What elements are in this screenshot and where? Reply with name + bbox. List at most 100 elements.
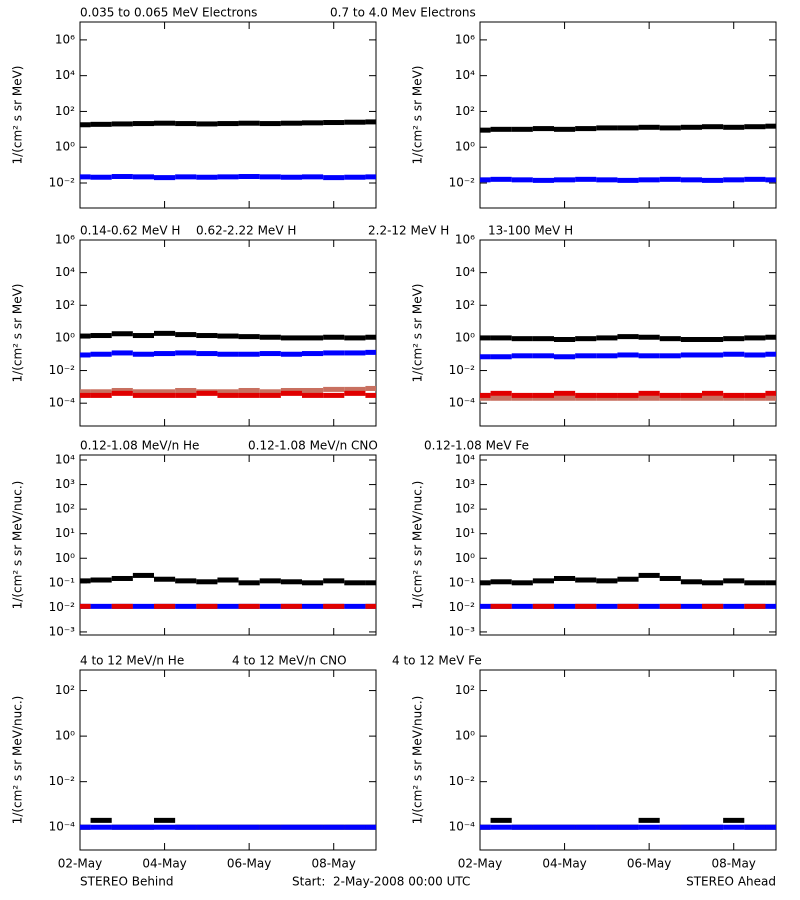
data-point <box>259 174 281 180</box>
data-point <box>365 392 376 398</box>
data-point <box>154 824 176 830</box>
data-point <box>175 332 197 338</box>
x-tick-label: 02-May <box>458 857 502 871</box>
data-point <box>575 603 597 609</box>
data-point <box>490 395 512 401</box>
data-point <box>154 330 176 336</box>
data-point <box>323 392 345 398</box>
data-point <box>617 125 639 131</box>
y-tick-label: 10⁻² <box>449 363 476 377</box>
data-point <box>259 578 281 584</box>
data-point <box>259 389 281 395</box>
legend-label: 0.12-1.08 MeV Fe <box>424 439 529 453</box>
data-point <box>111 121 133 127</box>
data-point <box>217 603 239 609</box>
data-point <box>365 385 376 391</box>
data-point <box>259 351 281 357</box>
data-point <box>480 580 491 586</box>
data-point <box>175 578 197 584</box>
data-point <box>217 333 239 339</box>
data-point <box>90 392 112 398</box>
y-tick-label: 10⁻¹ <box>49 575 76 589</box>
y-tick-label: 10⁶ <box>55 233 75 247</box>
data-point <box>238 580 260 586</box>
data-point <box>723 395 745 401</box>
data-point <box>617 352 639 358</box>
data-point <box>90 817 112 823</box>
data-point <box>302 824 324 830</box>
data-point <box>132 389 154 395</box>
data-point <box>154 392 176 398</box>
data-point <box>532 392 554 398</box>
legend-label: 0.7 to 4.0 Mev Electrons <box>330 6 476 20</box>
data-point <box>344 335 366 341</box>
y-tick-label: 10² <box>55 298 75 312</box>
data-point <box>532 336 554 342</box>
y-tick-label: 10² <box>55 683 75 697</box>
data-point <box>680 824 702 830</box>
data-point <box>344 824 366 830</box>
data-point <box>659 575 681 581</box>
data-point <box>765 390 776 396</box>
data-point <box>575 577 597 583</box>
data-point <box>365 603 376 609</box>
data-point <box>302 120 324 126</box>
data-point <box>638 824 660 830</box>
data-point <box>80 352 91 358</box>
data-point <box>511 824 533 830</box>
plot-frame <box>479 454 777 636</box>
data-point <box>196 603 218 609</box>
y-tick-label: 10⁻⁴ <box>449 820 476 834</box>
data-point <box>490 817 512 823</box>
legend-label: 0.62-2.22 MeV H <box>196 224 296 238</box>
y-tick-label: 10⁻² <box>49 363 76 377</box>
data-point <box>480 127 491 133</box>
data-point <box>323 175 345 181</box>
data-point <box>111 387 133 393</box>
data-point <box>111 824 133 830</box>
data-point <box>132 121 154 127</box>
footer-center: Start: 2-May-2008 00:00 UTC <box>292 875 470 889</box>
data-point <box>154 351 176 357</box>
legend-label: 0.12-1.08 MeV/n CNO <box>248 439 378 453</box>
y-axis-label: 1/(cm² s sr MeV/nuc.) <box>411 481 425 610</box>
legend-label: 0.12-1.08 MeV/n He <box>80 439 199 453</box>
data-point <box>680 336 702 342</box>
data-point <box>196 824 218 830</box>
y-tick-label: 10⁴ <box>55 453 75 467</box>
data-point <box>154 175 176 181</box>
y-tick-label: 10⁴ <box>55 68 75 82</box>
data-point <box>702 580 724 586</box>
data-point <box>596 177 618 183</box>
data-point <box>659 395 681 401</box>
data-point <box>765 177 776 183</box>
data-point <box>744 824 766 830</box>
data-point <box>132 824 154 830</box>
y-tick-label: 10⁰ <box>55 729 75 743</box>
data-point <box>365 349 376 355</box>
data-point <box>596 395 618 401</box>
data-point <box>490 390 512 396</box>
y-tick-label: 10⁻² <box>449 175 476 189</box>
data-point <box>259 334 281 340</box>
data-point <box>238 120 260 126</box>
data-point <box>490 579 512 585</box>
data-point <box>723 124 745 130</box>
data-point <box>702 336 724 342</box>
data-point <box>280 824 302 830</box>
data-point <box>702 390 724 396</box>
y-tick-label: 10³ <box>55 477 75 491</box>
data-point <box>744 392 766 398</box>
legend-label: 0.14-0.62 MeV H <box>80 224 180 238</box>
data-point <box>280 174 302 180</box>
data-point <box>90 333 112 339</box>
plot-frame <box>479 21 777 209</box>
y-tick-label: 10⁰ <box>455 140 475 154</box>
footer-right: STEREO Ahead <box>686 875 776 889</box>
data-point <box>765 123 776 129</box>
legend-label: 4 to 12 MeV/n CNO <box>232 654 347 668</box>
data-point <box>596 335 618 341</box>
data-point <box>302 387 324 393</box>
data-point <box>638 177 660 183</box>
data-point <box>638 124 660 130</box>
